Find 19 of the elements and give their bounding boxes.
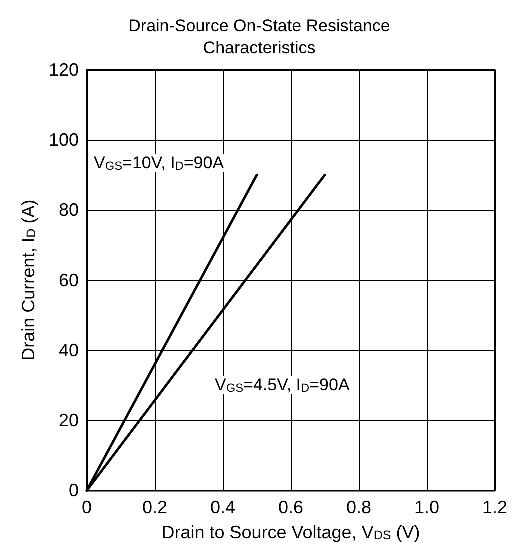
chart-title: Drain-Source On-State Resistance Characteristics [128,16,390,58]
y-tick-label: 100 [48,130,79,150]
x-tick-label: 1.0 [414,498,440,518]
x-tick-label: 0 [82,498,92,518]
x-tick-label: 1.2 [482,498,508,518]
y-tick-label: 20 [58,410,79,431]
y-tick-label: 60 [58,270,79,290]
annotation: VGS=4.5V, ID=90A [215,376,350,395]
x-tick-label: 0.2 [142,498,168,518]
y-axis-title: Drain Current, ID (A) [18,200,39,361]
x-tick-label: 0.8 [346,498,372,518]
x-axis-title: Drain to Source Voltage, VDS (V) [162,522,420,542]
y-tick-label: 0 [68,480,79,501]
y-tick-label: 80 [58,200,79,220]
annotation: VGS=10V, ID=90A [94,154,225,173]
y-tick-label: 40 [58,340,79,360]
x-tick-label: 0.4 [210,498,236,518]
x-tick-label: 0.6 [278,498,304,518]
y-tick-label: 120 [48,60,79,80]
